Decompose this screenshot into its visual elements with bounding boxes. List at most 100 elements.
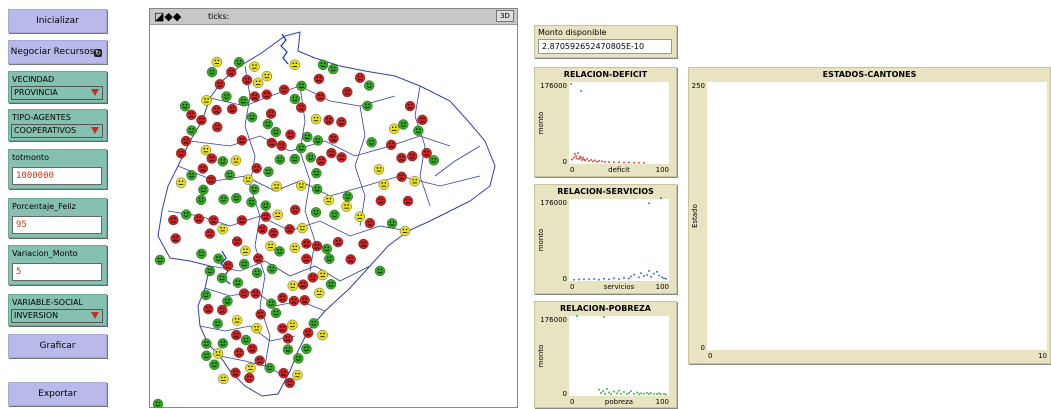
variable-social-chooser[interactable]: VARIABLE-SOCIAL INVERSION <box>8 294 107 326</box>
happy-face-icon <box>317 59 329 71</box>
sad-face-icon <box>276 140 287 151</box>
sad-face-icon <box>257 224 268 235</box>
neutral-face-icon <box>409 176 420 187</box>
sad-face-icon <box>316 155 327 167</box>
scatter-point <box>581 159 583 161</box>
y-max-tick-label: 250 <box>692 82 705 90</box>
world-view[interactable]: ◪◆◆ ticks: 3D <box>149 8 518 408</box>
happy-face-icon <box>428 155 440 166</box>
neutral-face-icon <box>271 181 282 192</box>
deficit-plot-svg: 176000 00 100 deficit monto <box>537 82 669 174</box>
neutral-face-icon <box>296 180 307 191</box>
happy-face-icon <box>249 184 260 195</box>
scatter-point <box>640 272 642 275</box>
scatter-point <box>593 278 595 280</box>
happy-face-icon <box>196 248 207 260</box>
scatter-point <box>633 273 635 276</box>
vecindad-select[interactable]: PROVINCIA <box>11 86 103 100</box>
scatter-point <box>650 392 652 394</box>
x-min-tick-label: 0 <box>570 283 574 291</box>
sad-face-icon <box>297 279 309 290</box>
variable-social-select[interactable]: INVERSION <box>11 309 103 323</box>
scatter-point <box>592 160 594 163</box>
scatter-point <box>623 161 625 164</box>
servicios-plot-svg: 176000 00 100 servicios monto <box>537 197 669 291</box>
exportar-button[interactable]: Exportar <box>8 382 107 406</box>
neutral-face-icon <box>217 224 228 235</box>
sad-face-icon <box>236 135 248 146</box>
totmonto-input[interactable]: 1000000 <box>12 167 102 185</box>
sad-face-icon <box>241 74 253 86</box>
happy-face-icon <box>238 95 249 107</box>
happy-face-icon <box>263 166 274 177</box>
y-axis-label: Estado <box>691 204 699 228</box>
tipo-agentes-select[interactable]: COOPERATIVOS <box>11 124 103 138</box>
scatter-point <box>596 161 598 163</box>
happy-face-icon <box>179 100 191 112</box>
plot-relacion-pobreza: RELACION-POBREZA 176000 0 0 100 pobreza monto <box>534 301 677 408</box>
neutral-face-icon <box>211 56 223 68</box>
scatter-point <box>638 276 640 279</box>
plot-estados-cantones: ESTADOS-CANTONES 250 0 0 10 Estado <box>688 67 1051 364</box>
scatter-point <box>640 392 642 395</box>
negociar-recursos-button[interactable]: Negociar Recursos ↻ <box>8 40 107 64</box>
scatter-point <box>623 391 625 393</box>
happy-face-icon <box>200 289 212 301</box>
map-region-border <box>414 85 431 207</box>
scatter-point <box>630 390 632 392</box>
sad-face-icon <box>254 355 265 366</box>
scatter-point <box>626 393 628 395</box>
sad-face-icon <box>226 66 237 78</box>
map-region-border <box>434 145 481 177</box>
scatter-point <box>648 202 650 205</box>
sad-face-icon <box>203 303 214 315</box>
sad-face-icon <box>332 236 344 248</box>
happy-face-icon <box>152 398 164 408</box>
scatter-point <box>643 275 645 277</box>
scatter-point <box>576 315 578 317</box>
sad-face-icon <box>265 108 277 119</box>
neutral-face-icon <box>218 373 229 385</box>
neutral-face-icon <box>251 323 262 334</box>
sad-face-icon <box>282 333 294 344</box>
happy-face-icon <box>302 131 313 143</box>
scatter-point <box>663 277 665 280</box>
sad-face-icon <box>206 153 217 164</box>
scatter-point <box>602 390 604 392</box>
scatter-point <box>600 392 602 394</box>
y-min-tick-label: 0 <box>563 158 567 166</box>
sad-face-icon <box>175 148 187 159</box>
3d-button[interactable]: 3D <box>496 10 514 22</box>
vecindad-chooser[interactable]: VECINDAD PROVINCIA <box>8 71 107 103</box>
scatter-point <box>618 389 620 392</box>
neutral-face-icon <box>287 280 299 291</box>
neutral-face-icon <box>249 61 260 72</box>
variacion-monto-input[interactable]: 5 <box>12 263 102 281</box>
inicializar-button[interactable]: Inicializar <box>8 9 107 33</box>
x-min-tick-label: 0 <box>708 352 712 360</box>
porcentaje-feliz-input[interactable]: 95 <box>12 216 102 234</box>
plot-relacion-deficit: RELACION-DEFICIT 176000 0 0 100 deficit monto <box>534 67 677 177</box>
scatter-point <box>630 275 632 278</box>
monitor-value: 2.870592652470805E-10 <box>538 39 672 54</box>
sad-face-icon <box>255 309 266 320</box>
scatter-point <box>653 393 655 395</box>
plot-area <box>569 199 669 281</box>
neutral-face-icon <box>373 164 385 175</box>
view-control-icons[interactable]: ◪◆◆ <box>154 10 182 23</box>
neutral-face-icon <box>314 287 325 299</box>
y-min-tick-label: 0 <box>701 344 705 352</box>
scatter-point <box>579 155 581 158</box>
graficar-button[interactable]: Graficar <box>8 334 107 358</box>
happy-face-icon <box>206 66 218 78</box>
neutral-face-icon <box>230 155 242 166</box>
neutral-face-icon <box>265 240 276 252</box>
happy-face-icon <box>260 200 271 211</box>
sad-face-icon <box>247 343 258 354</box>
scatter-point <box>578 278 580 281</box>
monitor-label: Monto disponible <box>538 28 607 37</box>
happy-face-icon <box>240 334 252 346</box>
plot-title: RELACION-SERVICIOS <box>557 187 654 196</box>
plot-title: ESTADOS-CANTONES <box>822 70 917 79</box>
tipo-agentes-chooser[interactable]: TIPO-AGENTES COOPERATIVOS <box>8 109 107 141</box>
